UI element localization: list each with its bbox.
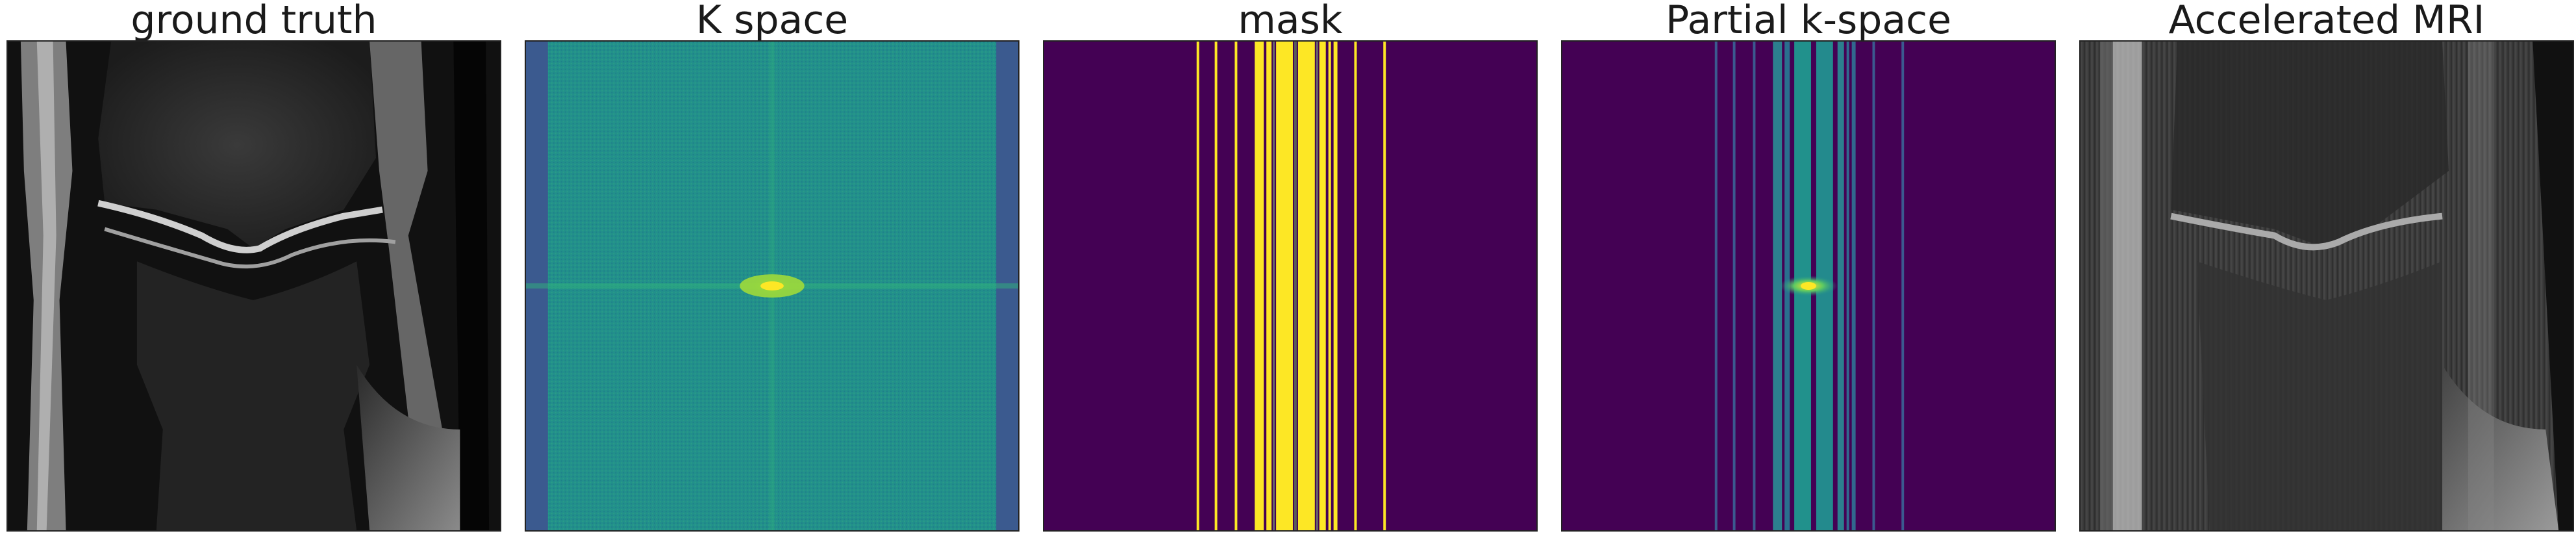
ground-truth-image [6, 40, 501, 532]
accelerated-mri-title: Accelerated MRI [2168, 0, 2485, 43]
k-space-title: K space [695, 0, 849, 43]
partial-k-space-title: Partial k-space [1665, 0, 1952, 43]
accelerated-mri-image [2079, 40, 2574, 532]
k-space-image [525, 40, 1019, 532]
mask-image [1043, 40, 1538, 532]
partial-k-space-image [1561, 40, 2056, 532]
ground-truth-title: ground truth [131, 0, 377, 43]
mask-title: mask [1238, 0, 1343, 43]
